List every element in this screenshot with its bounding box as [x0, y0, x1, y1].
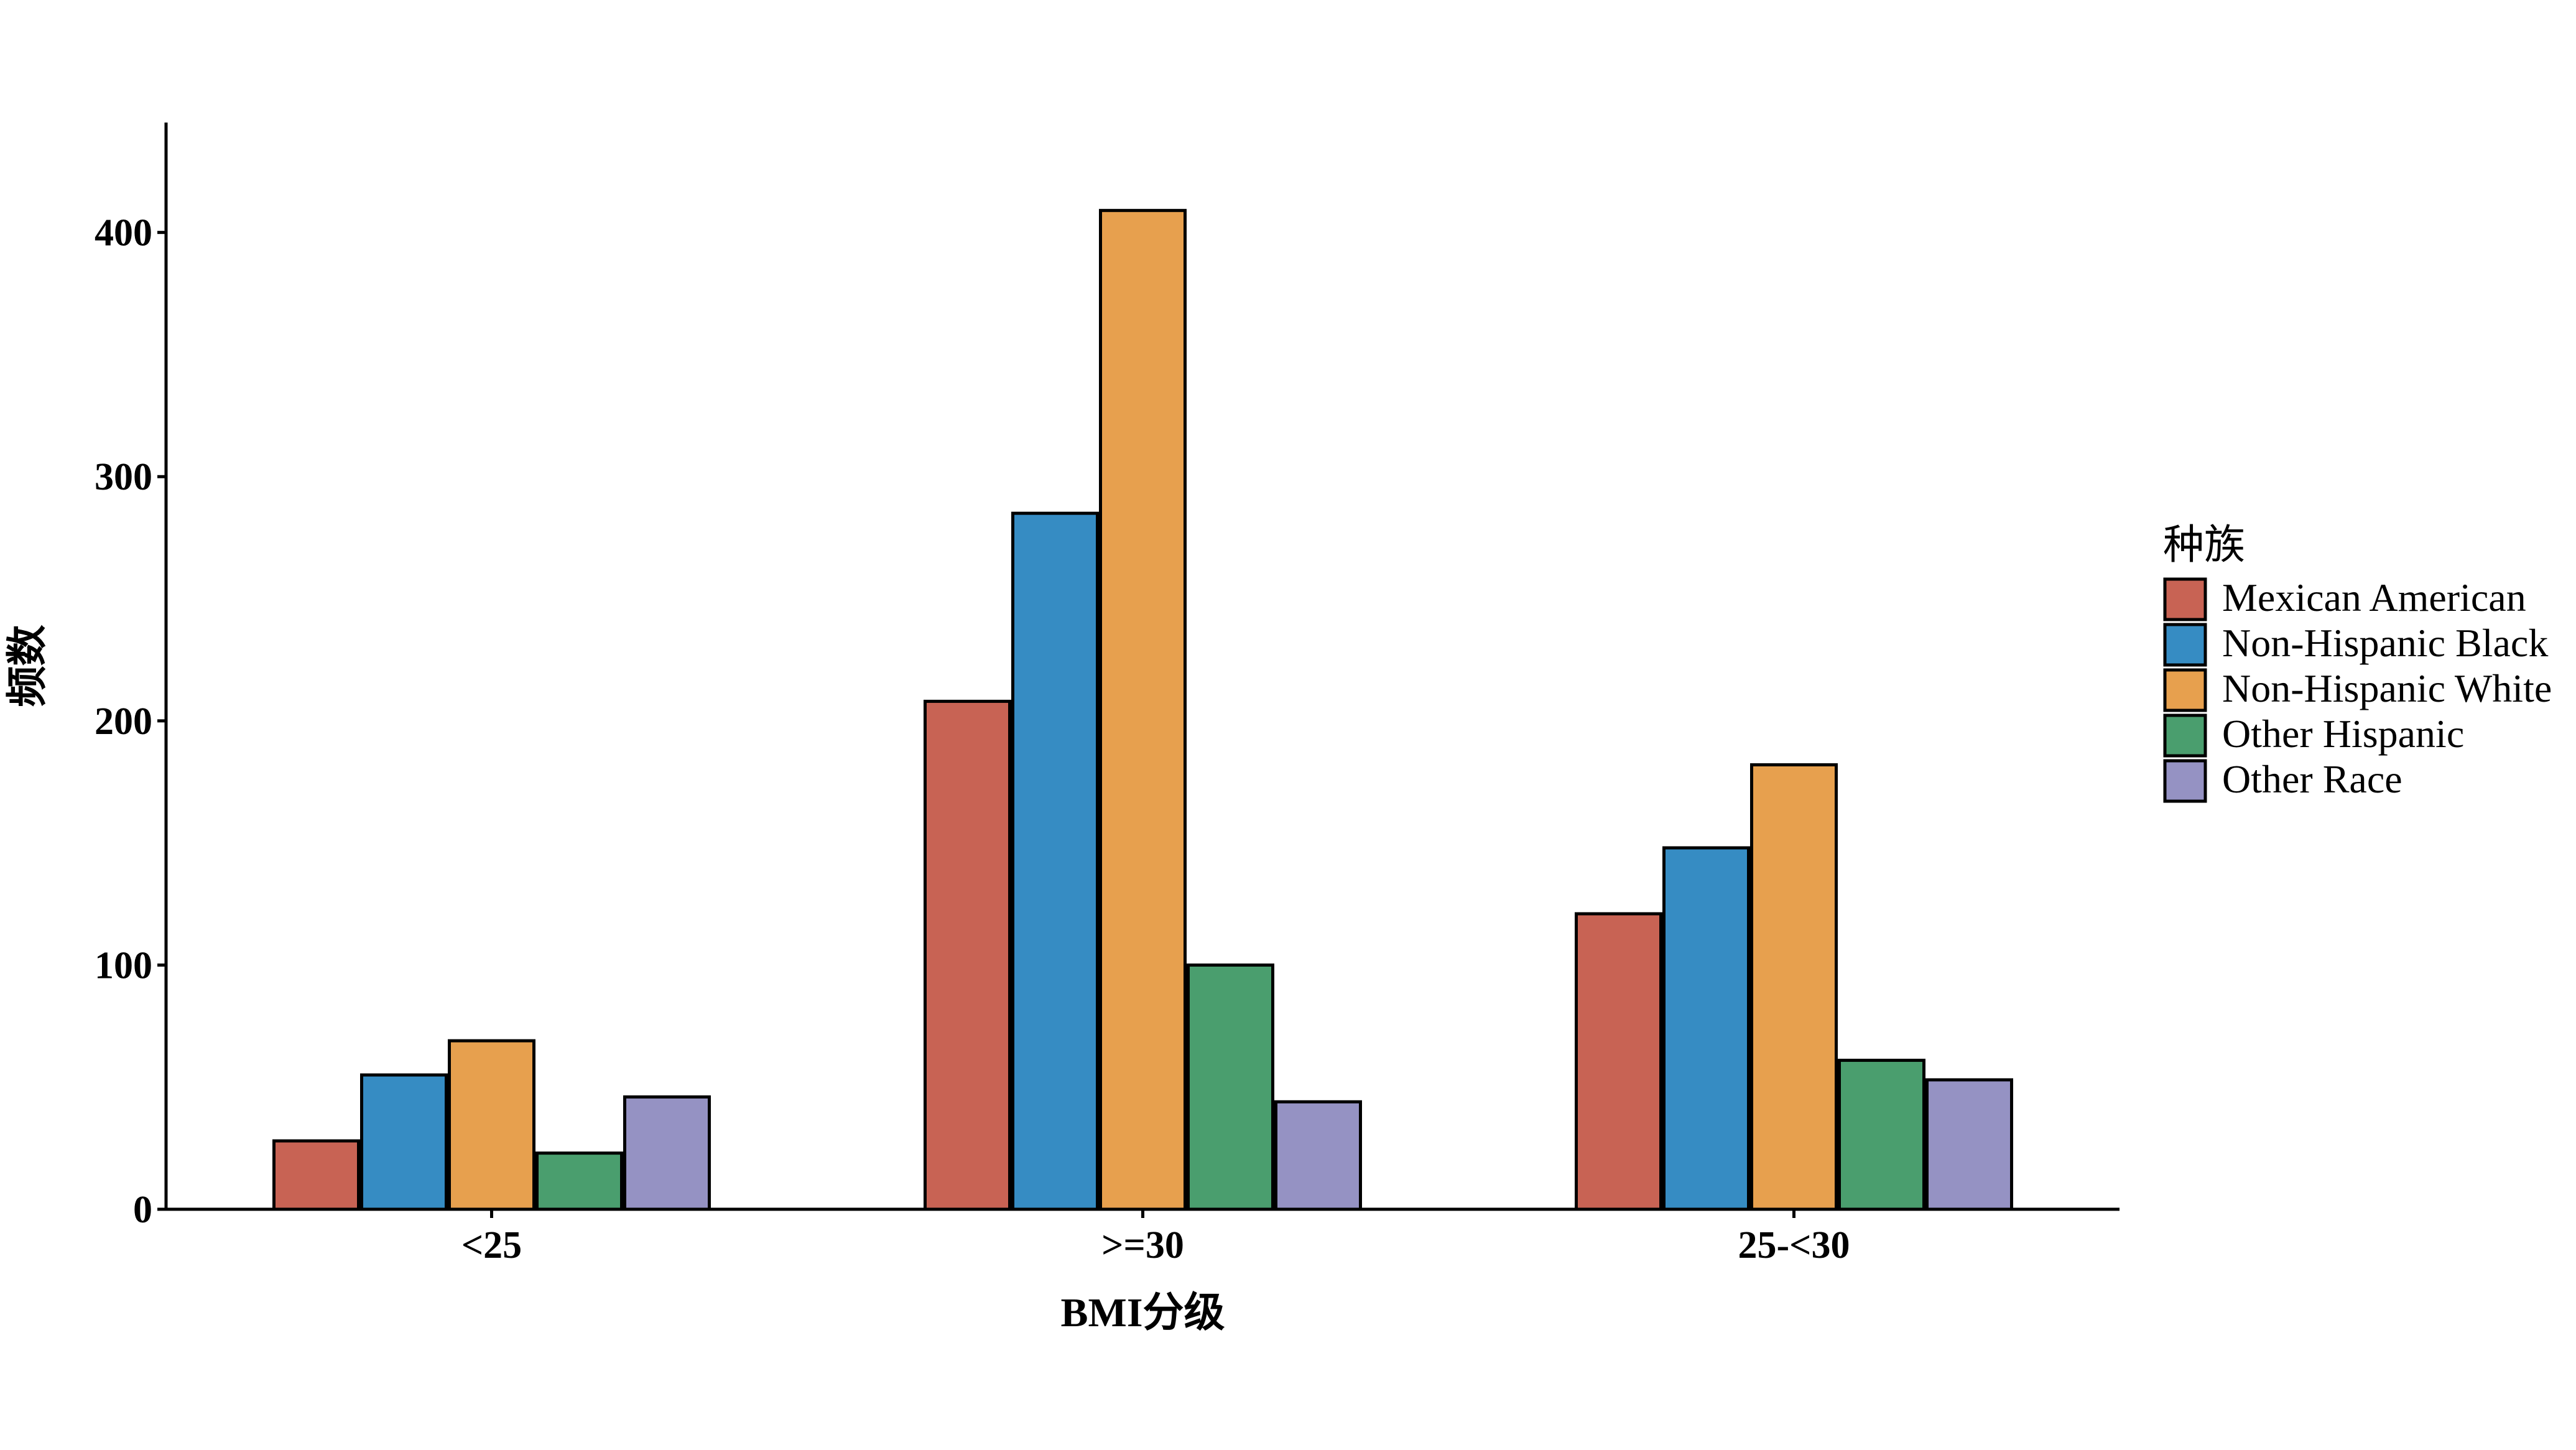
legend-title: 种族	[2163, 523, 2245, 568]
legend-key	[2163, 577, 2207, 621]
bar	[1925, 1078, 2013, 1211]
y-tick-label: 100	[95, 944, 152, 987]
legend-key	[2163, 713, 2207, 758]
bar	[1274, 1100, 1362, 1211]
y-tick-label: 300	[95, 456, 152, 498]
bar	[1750, 763, 1838, 1211]
x-tick-label: <25	[461, 1224, 522, 1266]
bar	[1575, 912, 1662, 1211]
legend-label: Non-Hispanic White	[2222, 666, 2552, 710]
y-axis-title: 频数	[5, 625, 50, 707]
bar	[623, 1095, 711, 1211]
y-tick-label: 200	[95, 700, 152, 743]
legend-key	[2163, 668, 2207, 712]
bar	[1187, 963, 1274, 1211]
bar	[924, 699, 1011, 1211]
bar	[1011, 511, 1099, 1211]
bar	[272, 1139, 360, 1211]
bar	[1838, 1059, 1925, 1211]
bar	[535, 1151, 623, 1211]
x-tick-label: 25-<30	[1738, 1224, 1850, 1266]
y-tick-label: 0	[133, 1189, 152, 1231]
legend-label: Non-Hispanic Black	[2222, 621, 2548, 665]
y-ticks: 0 100 200 300 400	[95, 212, 166, 1231]
bar	[448, 1039, 535, 1211]
legend-label: Other Race	[2222, 757, 2402, 801]
bars-layer	[272, 208, 2013, 1211]
legend-label: Other Hispanic	[2222, 712, 2464, 756]
bar	[360, 1073, 448, 1211]
legend-key	[2163, 759, 2207, 803]
x-ticks: <25 >=30 25-<30	[461, 1209, 1850, 1266]
x-axis-title: BMI分级	[1061, 1290, 1225, 1336]
legend-key	[2163, 623, 2207, 667]
x-tick-label: >=30	[1101, 1224, 1184, 1266]
legend-label: Mexican American	[2222, 575, 2526, 620]
y-tick-label: 400	[95, 212, 152, 254]
bar	[1662, 846, 1750, 1211]
bar	[1099, 208, 1187, 1211]
